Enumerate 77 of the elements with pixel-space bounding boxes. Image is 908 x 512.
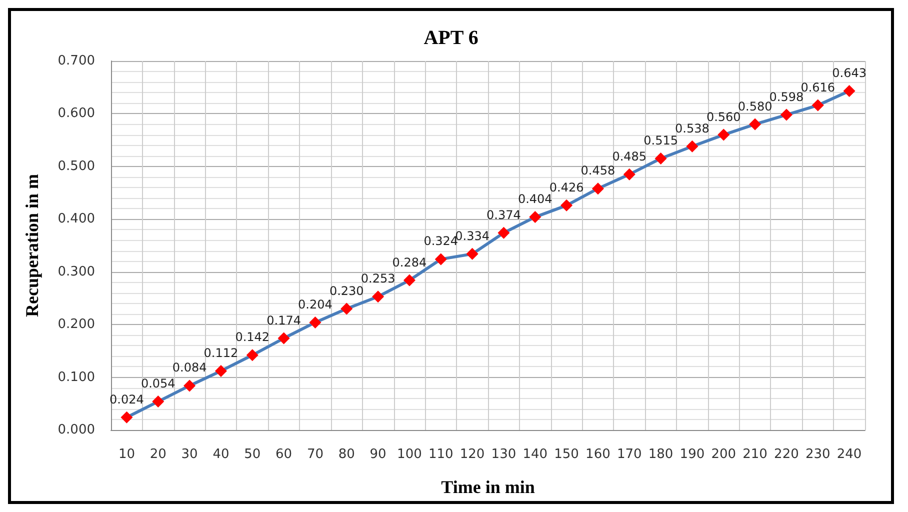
point — [309, 316, 322, 328]
x-tick-label: 80 — [338, 447, 355, 462]
x-tick-label: 220 — [774, 447, 799, 462]
y-tick-label: 0.500 — [58, 158, 95, 174]
x-tick-label: 200 — [711, 447, 736, 462]
y-axis-title: Recuperation in m — [22, 174, 42, 317]
x-tick-label: 110 — [428, 447, 454, 462]
data-label: 0.230 — [329, 284, 364, 298]
x-tick-label: 70 — [306, 447, 324, 462]
data-label: 0.253 — [360, 272, 396, 286]
data-label: 0.485 — [612, 149, 647, 164]
y-tick-label: 0.600 — [58, 106, 95, 122]
data-label: 0.024 — [110, 392, 144, 406]
point — [592, 182, 604, 195]
x-axis-title: Time in min — [441, 477, 535, 497]
data-label: 0.084 — [172, 360, 207, 375]
y-tick-label: 0.100 — [58, 370, 95, 385]
point — [184, 380, 196, 392]
point — [812, 99, 824, 112]
y-tick-label: 0.300 — [58, 264, 95, 280]
data-label: 0.174 — [266, 313, 301, 328]
x-tick-label: 60 — [276, 447, 292, 462]
point — [403, 274, 416, 286]
point — [120, 411, 133, 424]
x-tick-label: 10 — [118, 447, 135, 462]
x-tick-label: 120 — [460, 447, 485, 462]
x-tick-label: 190 — [680, 447, 705, 462]
x-tick-label: 230 — [805, 447, 830, 462]
point — [623, 168, 636, 180]
x-tick-label: 100 — [397, 447, 422, 462]
data-label: 0.284 — [392, 255, 427, 270]
x-tick-label: 140 — [522, 447, 548, 462]
point — [780, 108, 792, 121]
y-tick-label: 0.700 — [58, 54, 95, 68]
x-tick-label: 170 — [616, 447, 642, 462]
data-label: 0.112 — [204, 346, 238, 360]
x-tick-label: 90 — [370, 447, 386, 462]
x-tick-label: 150 — [554, 447, 579, 462]
data-label: 0.204 — [298, 297, 332, 312]
x-tick-label: 20 — [150, 447, 166, 462]
y-tick-label: 0.000 — [58, 422, 95, 438]
x-tick-label: 50 — [244, 447, 261, 462]
point — [560, 199, 573, 212]
data-label: 0.643 — [832, 66, 866, 80]
data-label: 0.374 — [486, 208, 521, 222]
point — [372, 290, 384, 303]
point — [152, 396, 164, 408]
data-label: 0.404 — [518, 192, 552, 206]
x-tick-label: 160 — [586, 447, 610, 462]
data-label: 0.458 — [580, 164, 616, 178]
y-tick-label: 0.400 — [58, 212, 95, 227]
point — [434, 253, 447, 266]
point — [498, 226, 510, 239]
point — [843, 85, 856, 98]
data-label: 0.142 — [235, 330, 270, 344]
y-tick-label: 0.200 — [58, 317, 95, 332]
point — [214, 364, 227, 377]
data-label: 0.054 — [140, 376, 176, 391]
x-tick-label: 130 — [491, 447, 516, 462]
point — [654, 152, 667, 165]
chart-title: APT 6 — [424, 27, 478, 49]
point — [246, 349, 258, 362]
x-tick-label: 30 — [181, 447, 198, 462]
point — [718, 128, 730, 141]
point — [749, 118, 762, 130]
x-tick-label: 210 — [742, 447, 768, 462]
point — [340, 302, 353, 315]
data-label: 0.426 — [549, 180, 584, 194]
point — [466, 248, 478, 260]
x-tick-label: 40 — [212, 447, 230, 462]
x-tick-label: 240 — [836, 447, 862, 462]
data-label: 0.538 — [675, 121, 710, 136]
x-tick-label: 180 — [648, 447, 674, 462]
data-label: 0.515 — [644, 134, 678, 148]
point — [529, 211, 542, 224]
point — [278, 332, 290, 344]
point — [686, 140, 698, 152]
